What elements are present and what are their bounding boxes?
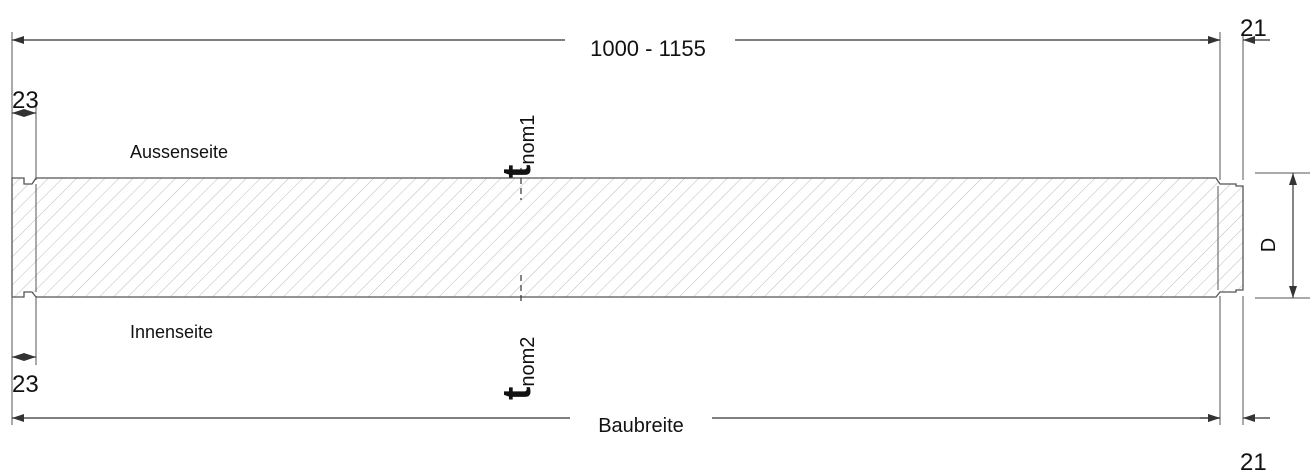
symbol: t — [495, 387, 539, 400]
thickness-symbol: tnom1 — [495, 115, 539, 178]
dimension-label: 23 — [12, 87, 39, 114]
panel — [11, 177, 1244, 298]
thickness-symbol: tnom2 — [495, 337, 539, 400]
subscript: nom2 — [517, 337, 539, 387]
side-label: Aussenseite — [130, 142, 228, 162]
side-label: Innenseite — [130, 322, 213, 342]
subscript: nom1 — [517, 115, 539, 165]
dimension-label: 21 — [1240, 449, 1267, 475]
dimension-label: 21 — [1240, 15, 1267, 42]
extension-lines — [11, 32, 1310, 425]
dimension-label: 1000 - 1155 — [590, 36, 706, 61]
symbol: t — [495, 165, 539, 178]
dimension-label: Baubreite — [598, 415, 684, 437]
dimension-label: 23 — [12, 371, 39, 398]
panel-core-edge — [35, 184, 1219, 292]
dimension-label: D — [1258, 238, 1280, 252]
